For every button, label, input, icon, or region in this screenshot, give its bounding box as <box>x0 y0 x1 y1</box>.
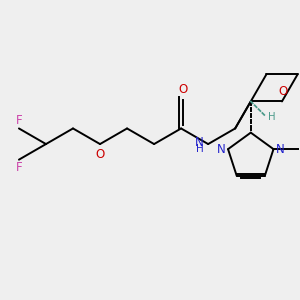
Text: O: O <box>95 148 105 160</box>
Text: N: N <box>195 136 204 149</box>
Text: F: F <box>16 161 22 174</box>
Text: N: N <box>276 142 285 156</box>
Text: H: H <box>268 112 275 122</box>
Text: F: F <box>16 114 22 127</box>
Text: H: H <box>196 144 204 154</box>
Text: O: O <box>279 85 288 98</box>
Text: O: O <box>178 83 187 96</box>
Text: N: N <box>217 142 226 156</box>
